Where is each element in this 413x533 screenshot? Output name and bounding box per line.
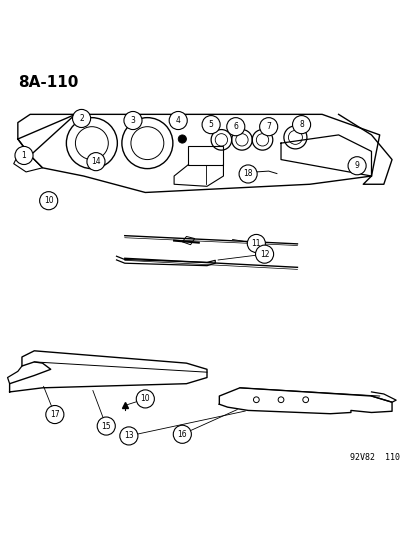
- Text: 6: 6: [233, 122, 237, 131]
- Circle shape: [255, 245, 273, 263]
- Text: 14: 14: [91, 157, 100, 166]
- Text: 12: 12: [259, 249, 269, 259]
- Circle shape: [169, 111, 187, 130]
- Text: 1: 1: [21, 151, 26, 160]
- Circle shape: [119, 427, 138, 445]
- Circle shape: [292, 116, 310, 134]
- Text: 8A-110: 8A-110: [18, 75, 78, 90]
- Text: 92V82  110: 92V82 110: [349, 453, 399, 462]
- Circle shape: [202, 116, 220, 134]
- Text: 3: 3: [130, 116, 135, 125]
- Circle shape: [247, 235, 265, 253]
- Circle shape: [238, 165, 256, 183]
- Text: 9: 9: [354, 161, 358, 170]
- Text: 15: 15: [101, 422, 111, 431]
- Text: 17: 17: [50, 410, 59, 419]
- Text: 2: 2: [79, 114, 84, 123]
- Circle shape: [15, 147, 33, 165]
- Text: 10: 10: [44, 196, 53, 205]
- Circle shape: [123, 111, 142, 130]
- Circle shape: [259, 118, 277, 136]
- Text: 18: 18: [243, 169, 252, 179]
- Text: 5: 5: [208, 120, 213, 129]
- Circle shape: [226, 118, 244, 136]
- Text: 13: 13: [124, 431, 133, 440]
- Circle shape: [136, 390, 154, 408]
- Circle shape: [46, 406, 64, 424]
- Text: 16: 16: [177, 430, 187, 439]
- Text: 11: 11: [251, 239, 261, 248]
- Text: 10: 10: [140, 394, 150, 403]
- Text: 8: 8: [299, 120, 303, 129]
- Text: 4: 4: [176, 116, 180, 125]
- Circle shape: [173, 425, 191, 443]
- Circle shape: [87, 152, 105, 171]
- Circle shape: [72, 109, 90, 127]
- Circle shape: [97, 417, 115, 435]
- Circle shape: [347, 157, 365, 175]
- Circle shape: [178, 135, 186, 143]
- Circle shape: [40, 192, 57, 210]
- Text: 7: 7: [266, 122, 271, 131]
